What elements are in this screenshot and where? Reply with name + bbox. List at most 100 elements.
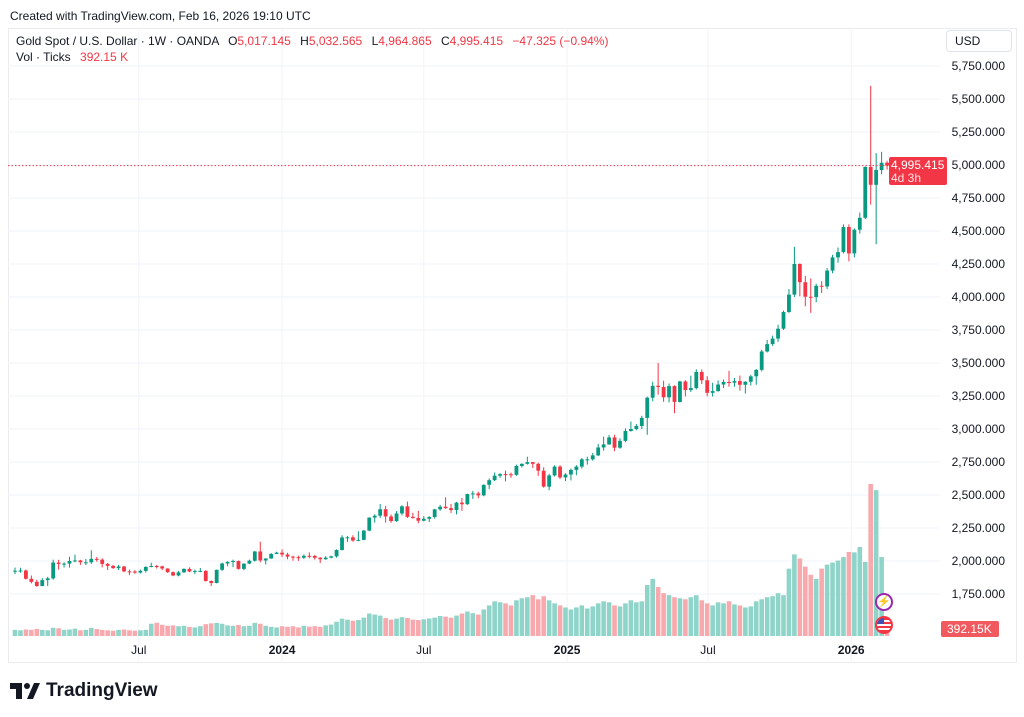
candle-body [650, 385, 655, 398]
lightning-event-icon[interactable]: ⚡ [875, 593, 893, 611]
volume-bar [775, 593, 781, 636]
tradingview-logo[interactable]: TradingView [10, 680, 158, 702]
volume-bar [110, 630, 116, 636]
volume-bar [328, 624, 334, 636]
candle-body [438, 506, 443, 510]
candle-body [628, 428, 633, 431]
volume-bar [492, 601, 497, 636]
candle-body [765, 344, 770, 352]
symbol-title: Gold Spot / U.S. Dollar · 1W · OANDA [16, 34, 219, 48]
price-tick-label: 4,000.000 [952, 290, 1006, 304]
volume-bar [802, 566, 808, 636]
candle-body [247, 560, 252, 564]
candle-body [678, 381, 682, 402]
volume-bar [546, 600, 552, 636]
volume-bar [650, 578, 655, 636]
volume-bar [508, 605, 514, 636]
volume-bar [181, 625, 187, 636]
candle-body [220, 563, 225, 570]
candle-body [574, 466, 579, 470]
candle-body [29, 578, 34, 582]
candle-body [569, 469, 573, 475]
candle-body [187, 568, 192, 572]
volume-bar [683, 599, 688, 636]
volume-bar [781, 595, 786, 636]
candle-body [138, 570, 143, 573]
volume-bar [89, 627, 94, 636]
candle-body [24, 570, 28, 579]
last-price-badge: 4,995.415 4d 3h [889, 157, 947, 185]
price-tick-label: 4,250.000 [952, 257, 1006, 271]
volume-bar [99, 629, 105, 636]
volume-bar [356, 620, 361, 636]
volume-bar [590, 606, 596, 636]
time-tick-label: Jul [416, 643, 431, 657]
candle-body [819, 285, 824, 287]
candle-body [323, 557, 328, 560]
candle-body [868, 166, 873, 185]
volume-bar [737, 605, 743, 636]
volume-bar [786, 568, 792, 636]
candle-body [465, 494, 470, 505]
candle-body [203, 570, 208, 582]
candle-body [732, 381, 737, 383]
candle-body [460, 502, 464, 505]
volume-bar [601, 601, 606, 636]
time-axis: Jul 2024 Jul 2025 Jul 2026 [131, 643, 865, 657]
volume-bar [824, 564, 830, 636]
open-value: 5,017.145 [237, 34, 291, 48]
candle-body [236, 560, 241, 569]
candle-body [154, 565, 159, 567]
candle-body [808, 296, 813, 298]
volume-bar [405, 618, 410, 636]
volume-bar [143, 629, 149, 636]
volume-bar [345, 619, 350, 636]
volume-bar [317, 626, 323, 636]
volume-bar [486, 605, 492, 636]
volume-bar [290, 626, 296, 636]
volume-bar [639, 601, 645, 636]
candle-body [759, 351, 764, 370]
volume-bar [323, 625, 328, 636]
change-value: −47.325 (−0.94%) [512, 34, 609, 48]
volume-bar [743, 607, 748, 636]
volume-bar [208, 623, 214, 636]
candle-body [590, 455, 595, 460]
candle-body [334, 550, 339, 557]
candle-body [225, 561, 230, 564]
volume-bar [198, 626, 203, 636]
volume-bar [519, 598, 525, 636]
us-flag-economic-event-icon[interactable] [875, 616, 893, 634]
candle-body [416, 517, 421, 521]
candle-body [519, 463, 524, 466]
candle-body [421, 518, 426, 521]
volume-bars [12, 484, 890, 636]
volume-bar [862, 561, 868, 636]
symbol-legend[interactable]: Gold Spot / U.S. Dollar · 1W · OANDA O5,… [16, 34, 608, 48]
volume-bar [410, 619, 416, 636]
volume-bar [159, 624, 165, 636]
candle-body [378, 509, 383, 516]
candle-body [601, 444, 606, 448]
volume-bar [105, 630, 110, 636]
candles [13, 85, 889, 587]
volume-bar [552, 603, 557, 636]
volume-bar [497, 602, 503, 636]
candle-body [67, 560, 72, 564]
candle-body [345, 537, 350, 539]
currency-button[interactable]: USD [946, 30, 1012, 52]
candle-body [389, 516, 393, 522]
volume-bar [279, 626, 285, 636]
volume-bar [759, 599, 764, 636]
volume-bar [764, 597, 770, 636]
candle-body [770, 338, 775, 345]
volume-legend[interactable]: Vol · Ticks 392.15 K [16, 50, 128, 64]
time-tick-label: 2025 [554, 643, 581, 657]
candle-body [454, 502, 459, 511]
candle-body [40, 580, 45, 587]
candle-body [394, 513, 399, 522]
candle-body [863, 166, 868, 218]
volume-bar [612, 605, 617, 636]
candle-body [400, 506, 404, 514]
